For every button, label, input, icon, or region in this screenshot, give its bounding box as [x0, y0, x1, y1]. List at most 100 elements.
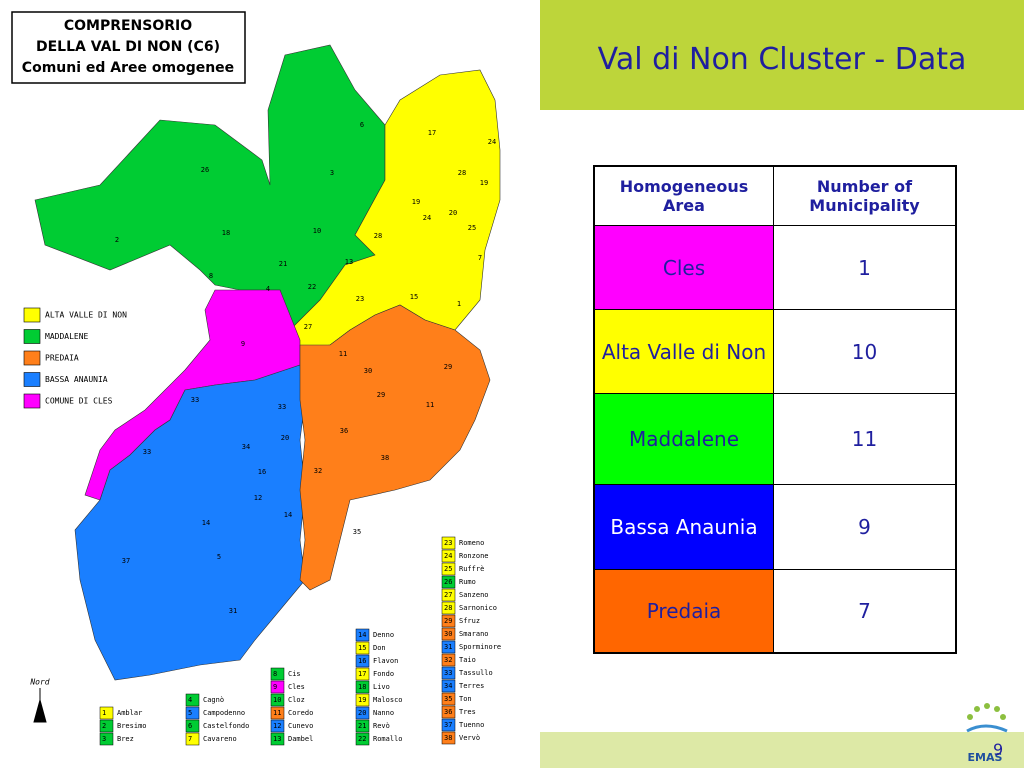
key-number: 6 — [188, 722, 192, 730]
region-number: 30 — [364, 367, 372, 375]
key-swatch — [270, 680, 285, 694]
key-number: 5 — [188, 709, 192, 717]
key-number: 36 — [444, 708, 452, 716]
key-number: 8 — [273, 670, 277, 678]
key-swatch — [270, 693, 285, 707]
key-number: 12 — [273, 722, 281, 730]
key-name: Tassullo — [459, 669, 493, 677]
key-name: Revò — [373, 722, 390, 730]
key-number: 15 — [358, 644, 366, 652]
region-number: 20 — [281, 434, 289, 442]
key-name: Sarnonico — [459, 604, 497, 612]
key-swatch — [441, 653, 456, 667]
key-number: 11 — [273, 709, 281, 717]
legend-label: MADDALENE — [45, 332, 89, 341]
legend-label: ALTA VALLE DI NON — [45, 311, 127, 320]
key-name: Nanno — [373, 709, 394, 717]
key-number: 29 — [444, 617, 452, 625]
area-cell: Cles — [593, 225, 774, 310]
key-swatch — [441, 640, 456, 654]
table-row: Maddalene 11 — [593, 393, 957, 485]
table-header: Homogeneous Area Number of Municipality — [593, 165, 957, 226]
key-number: 38 — [444, 734, 452, 742]
key-swatch — [441, 718, 456, 732]
key-swatch — [270, 732, 285, 746]
region-number: 33 — [143, 448, 151, 456]
region-number: 33 — [278, 403, 286, 411]
key-name: Sporminore — [459, 643, 501, 651]
count-cell: 9 — [773, 484, 957, 570]
region-number: 29 — [444, 363, 452, 371]
key-name: Brez — [117, 735, 134, 743]
key-name: Amblar — [117, 709, 142, 717]
key-number: 10 — [273, 696, 281, 704]
key-swatch — [185, 719, 200, 733]
key-swatch — [185, 693, 200, 707]
region-number: 26 — [201, 166, 209, 174]
key-swatch — [355, 667, 370, 681]
key-number: 7 — [188, 735, 192, 743]
key-number: 26 — [444, 578, 452, 586]
region-number: 8 — [209, 272, 213, 280]
region-number: 1 — [457, 300, 461, 308]
region-number: 2 — [115, 236, 119, 244]
key-name: Fondo — [373, 670, 394, 678]
region-number: 4 — [266, 285, 270, 293]
region-number: 3 — [330, 169, 334, 177]
key-number: 21 — [358, 722, 366, 730]
key-swatch — [99, 706, 114, 720]
region-number: 6 — [360, 121, 364, 129]
key-name: Romeno — [459, 539, 484, 547]
key-name: Vervò — [459, 734, 480, 742]
area-predaia — [299, 304, 491, 591]
header-cell: Homogeneous Area — [593, 165, 774, 226]
region-number: 15 — [410, 293, 418, 301]
emas-logo: EMAS — [966, 703, 1008, 764]
key-swatch — [441, 666, 456, 680]
key-name: Cis — [288, 670, 301, 678]
legend-swatch — [23, 307, 41, 323]
region-number: 19 — [480, 179, 488, 187]
region-number: 11 — [339, 350, 347, 358]
header-band — [540, 0, 1024, 110]
region-number: 14 — [284, 511, 292, 519]
region-number: 9 — [241, 340, 245, 348]
table-row: Cles 1 — [593, 225, 957, 310]
table-row: Alta Valle di Non 10 — [593, 309, 957, 394]
table-row: Bassa Anaunia 9 — [593, 484, 957, 570]
key-number: 17 — [358, 670, 366, 678]
key-number: 22 — [358, 735, 366, 743]
count-cell: 10 — [773, 309, 957, 394]
key-name: Ruffrè — [459, 565, 484, 573]
key-swatch — [270, 667, 285, 681]
data-table: Homogeneous Area Number of Municipality … — [593, 165, 957, 654]
key-number: 32 — [444, 656, 452, 664]
region-number: 22 — [308, 283, 316, 291]
region-number: 20 — [449, 209, 457, 217]
legend-label: COMUNE DI CLES — [45, 397, 113, 406]
key-number: 35 — [444, 695, 452, 703]
key-swatch — [441, 679, 456, 693]
key-swatch — [441, 536, 456, 550]
region-number: 32 — [314, 467, 322, 475]
legend-swatch — [23, 350, 41, 366]
region-number: 13 — [345, 258, 353, 266]
count-cell: 1 — [773, 225, 957, 310]
key-name: Ronzone — [459, 552, 489, 560]
map-title-box — [11, 11, 246, 84]
key-number: 30 — [444, 630, 452, 638]
region-number: 34 — [242, 443, 250, 451]
key-number: 34 — [444, 682, 452, 690]
key-swatch — [441, 549, 456, 563]
key-number: 33 — [444, 669, 452, 677]
key-swatch — [270, 706, 285, 720]
region-number: 33 — [191, 396, 199, 404]
key-name: Tres — [459, 708, 476, 716]
key-number: 31 — [444, 643, 452, 651]
key-swatch — [355, 628, 370, 642]
region-number: 17 — [428, 129, 436, 137]
key-name: Coredo — [288, 709, 313, 717]
key-number: 13 — [273, 735, 281, 743]
region-number: 10 — [313, 227, 321, 235]
